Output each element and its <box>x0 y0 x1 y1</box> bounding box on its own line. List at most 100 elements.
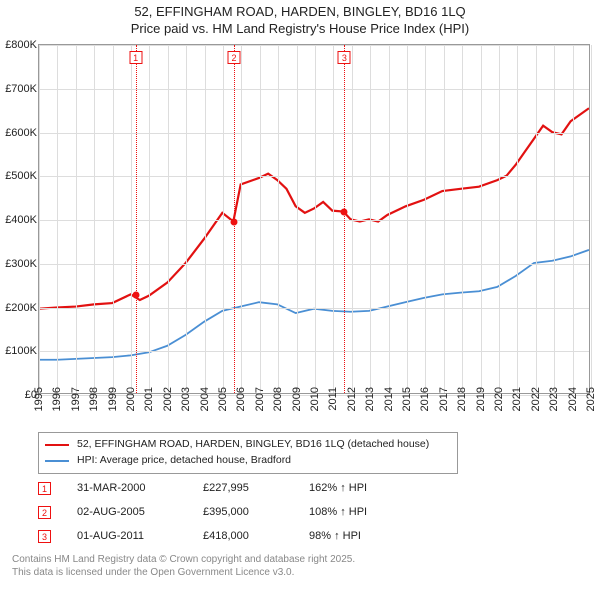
x-tick-label: 2017 <box>438 387 450 411</box>
x-gridline <box>297 45 298 393</box>
x-tick-label: 2018 <box>456 387 468 411</box>
x-tick-label: 1996 <box>51 387 63 411</box>
x-tick-label: 2009 <box>291 387 303 411</box>
x-tick-label: 2013 <box>364 387 376 411</box>
x-gridline <box>223 45 224 393</box>
sale-marker: 1 <box>38 482 51 495</box>
sale-pct: 108% ↑ HPI <box>309 506 419 518</box>
sales-table: 1 31-MAR-2000 £227,995 162% ↑ HPI 2 02-AUG-20… <box>38 476 419 548</box>
legend-label-2: HPI: Average price, detached house, Brad… <box>77 453 291 469</box>
y-tick-label: £300K <box>1 258 37 270</box>
sale-row: 2 02-AUG-2005 £395,000 108% ↑ HPI <box>38 500 419 524</box>
y-gridline <box>39 45 589 46</box>
sale-marker: 3 <box>38 530 51 543</box>
marker-dot <box>231 219 238 226</box>
x-gridline <box>352 45 353 393</box>
marker-vline <box>136 45 137 393</box>
x-gridline <box>407 45 408 393</box>
legend-item-2: HPI: Average price, detached house, Brad… <box>45 453 451 469</box>
x-gridline <box>462 45 463 393</box>
x-gridline <box>573 45 574 393</box>
title-line-2: Price paid vs. HM Land Registry's House … <box>0 21 600 38</box>
sale-price: £227,995 <box>203 482 283 494</box>
marker-label: 2 <box>228 51 241 64</box>
x-gridline <box>205 45 206 393</box>
x-gridline <box>57 45 58 393</box>
x-tick-label: 2019 <box>475 387 487 411</box>
x-tick-label: 1997 <box>70 387 82 411</box>
x-gridline <box>389 45 390 393</box>
x-tick-label: 1995 <box>33 387 45 411</box>
x-tick-label: 2001 <box>143 387 155 411</box>
chart-title-block: 52, EFFINGHAM ROAD, HARDEN, BINGLEY, BD1… <box>0 0 600 38</box>
sale-price: £418,000 <box>203 530 283 542</box>
x-tick-label: 2025 <box>585 387 597 411</box>
x-tick-label: 2012 <box>346 387 358 411</box>
y-tick-label: £500K <box>1 170 37 182</box>
series-price_paid <box>39 108 589 309</box>
y-gridline <box>39 133 589 134</box>
x-tick-label: 2015 <box>401 387 413 411</box>
x-gridline <box>113 45 114 393</box>
y-gridline <box>39 89 589 90</box>
marker-vline <box>344 45 345 393</box>
legend: 52, EFFINGHAM ROAD, HARDEN, BINGLEY, BD1… <box>38 432 458 474</box>
x-tick-label: 2010 <box>309 387 321 411</box>
y-tick-label: £200K <box>1 302 37 314</box>
sale-row: 1 31-MAR-2000 £227,995 162% ↑ HPI <box>38 476 419 500</box>
x-tick-label: 2005 <box>217 387 229 411</box>
x-gridline <box>186 45 187 393</box>
x-gridline <box>591 45 592 393</box>
y-gridline <box>39 176 589 177</box>
marker-label: 3 <box>338 51 351 64</box>
x-gridline <box>444 45 445 393</box>
x-gridline <box>333 45 334 393</box>
legend-item-1: 52, EFFINGHAM ROAD, HARDEN, BINGLEY, BD1… <box>45 437 451 453</box>
x-gridline <box>278 45 279 393</box>
sale-date: 01-AUG-2011 <box>77 530 177 542</box>
x-gridline <box>94 45 95 393</box>
title-line-1: 52, EFFINGHAM ROAD, HARDEN, BINGLEY, BD1… <box>0 4 600 21</box>
x-gridline <box>315 45 316 393</box>
sale-price: £395,000 <box>203 506 283 518</box>
x-gridline <box>425 45 426 393</box>
x-tick-label: 2008 <box>272 387 284 411</box>
x-tick-label: 1998 <box>88 387 100 411</box>
x-tick-label: 2002 <box>162 387 174 411</box>
sale-date: 31-MAR-2000 <box>77 482 177 494</box>
x-gridline <box>517 45 518 393</box>
x-gridline <box>131 45 132 393</box>
marker-dot <box>341 209 348 216</box>
marker-dot <box>132 292 139 299</box>
x-tick-label: 2024 <box>567 387 579 411</box>
series-hpi <box>39 250 589 360</box>
x-tick-label: 2022 <box>530 387 542 411</box>
y-gridline <box>39 351 589 352</box>
x-gridline <box>481 45 482 393</box>
sale-pct: 162% ↑ HPI <box>309 482 419 494</box>
x-gridline <box>260 45 261 393</box>
sale-date: 02-AUG-2005 <box>77 506 177 518</box>
license-line-1: Contains HM Land Registry data © Crown c… <box>12 554 588 567</box>
x-tick-label: 2004 <box>199 387 211 411</box>
x-tick-label: 1999 <box>107 387 119 411</box>
x-tick-label: 2016 <box>419 387 431 411</box>
x-tick-label: 2007 <box>254 387 266 411</box>
license-text: Contains HM Land Registry data © Crown c… <box>12 554 588 579</box>
x-gridline <box>168 45 169 393</box>
y-tick-label: £700K <box>1 83 37 95</box>
sale-pct: 98% ↑ HPI <box>309 530 419 542</box>
x-gridline <box>149 45 150 393</box>
x-gridline <box>536 45 537 393</box>
legend-swatch-1 <box>45 444 69 446</box>
y-gridline <box>39 220 589 221</box>
legend-swatch-2 <box>45 460 69 462</box>
license-line-2: This data is licensed under the Open Gov… <box>12 567 588 580</box>
y-tick-label: £600K <box>1 127 37 139</box>
x-gridline <box>241 45 242 393</box>
y-tick-label: £0 <box>1 389 37 401</box>
x-tick-label: 2023 <box>548 387 560 411</box>
legend-label-1: 52, EFFINGHAM ROAD, HARDEN, BINGLEY, BD1… <box>77 437 429 453</box>
marker-label: 1 <box>129 51 142 64</box>
sale-marker: 2 <box>38 506 51 519</box>
